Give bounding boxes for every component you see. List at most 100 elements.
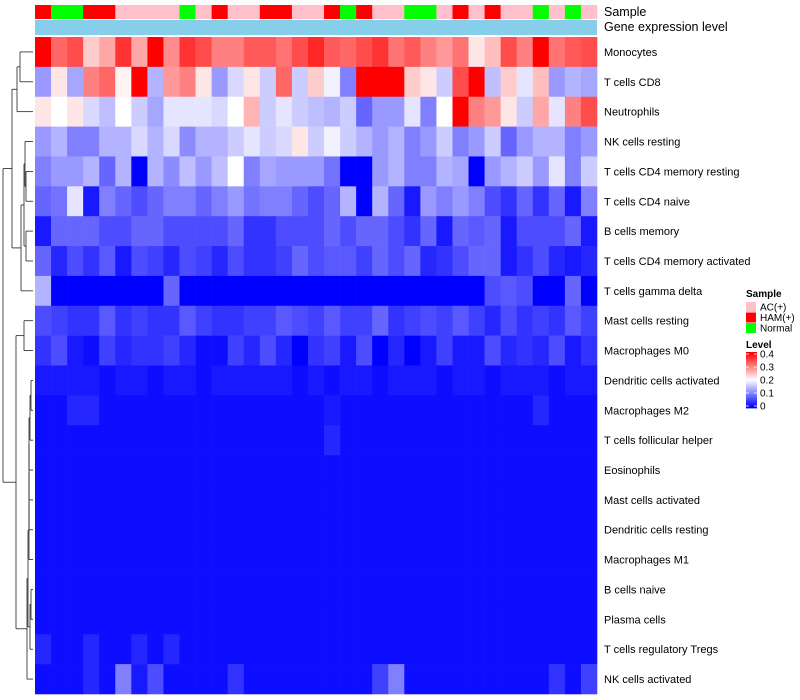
heatmap-cell <box>324 96 341 127</box>
heatmap-cell <box>516 156 534 187</box>
heatmap-cell <box>372 395 389 426</box>
heatmap-cell <box>227 156 245 187</box>
heatmap-cell <box>580 305 598 336</box>
heatmap-cell <box>147 544 164 575</box>
heatmap-cell <box>35 186 52 217</box>
heatmap-cell <box>131 634 148 665</box>
heatmap-cell <box>227 216 245 247</box>
color-legend-step <box>746 401 757 403</box>
heatmap-cell <box>51 335 68 366</box>
heatmap-cell <box>404 156 421 187</box>
heatmap-cell <box>484 544 501 575</box>
heatmap-cell <box>195 216 212 247</box>
heatmap-cell <box>484 514 501 545</box>
heatmap-cell <box>275 455 293 486</box>
heatmap-cell <box>580 275 598 307</box>
heatmap-cell <box>420 305 437 336</box>
heatmap-cell <box>324 365 341 396</box>
heatmap-cell <box>131 425 148 456</box>
heatmap-cell <box>404 305 421 336</box>
heatmap-cell <box>211 126 228 157</box>
heatmap-cell <box>67 96 84 127</box>
heatmap-cell <box>468 335 485 366</box>
heatmap-cell <box>372 425 389 456</box>
heatmap-cell <box>452 365 469 396</box>
heatmap-cell <box>420 455 437 486</box>
heatmap-cell <box>532 305 550 336</box>
heatmap-cell <box>404 514 421 545</box>
heatmap-cell <box>500 305 518 336</box>
heatmap-cell <box>548 604 566 635</box>
heatmap-cell <box>388 634 405 665</box>
heatmap-cell <box>259 425 277 456</box>
sample-legend-label: HAM(+) <box>760 313 795 324</box>
heatmap-cell <box>163 604 180 635</box>
heatmap-cell <box>548 634 566 665</box>
heatmap-cell <box>51 96 68 127</box>
heatmap-cell <box>468 66 485 98</box>
heatmap-cell <box>227 365 245 396</box>
heatmap-cell <box>420 37 437 68</box>
heatmap-cell <box>291 365 309 396</box>
expression-annotation-label: Gene expression level <box>604 20 728 34</box>
heatmap-cell <box>259 484 277 516</box>
heatmap-cell <box>500 246 518 277</box>
heatmap-cell <box>340 634 357 665</box>
heatmap-cell <box>388 484 405 516</box>
heatmap-cell <box>324 455 341 486</box>
heatmap-cell <box>275 664 293 695</box>
heatmap-cell <box>291 425 309 456</box>
heatmap-cell <box>420 126 437 157</box>
heatmap-cell <box>211 156 228 187</box>
heatmap-cell <box>532 246 550 277</box>
heatmap-cell <box>243 544 261 575</box>
heatmap-cell <box>163 37 180 68</box>
color-legend-tick-label: 0 <box>760 402 766 413</box>
heatmap-cell <box>516 574 534 605</box>
heatmap-cell <box>484 634 501 665</box>
color-legend-step <box>746 374 757 377</box>
heatmap-cell <box>291 216 309 247</box>
heatmap-cell <box>211 544 228 575</box>
heatmap-cell <box>484 395 501 426</box>
heatmap-cell <box>372 544 389 575</box>
heatmap-cell <box>388 455 405 486</box>
heatmap-cell <box>388 335 405 366</box>
sample-annotation-cell <box>356 5 373 19</box>
heatmap-cell <box>275 335 293 366</box>
heatmap-cell <box>340 544 357 575</box>
heatmap-cell <box>340 335 357 366</box>
heatmap-cell <box>564 156 582 187</box>
heatmap-cell <box>51 484 68 516</box>
heatmap-cell <box>532 66 550 98</box>
heatmap-cell <box>291 544 309 575</box>
heatmap-cell <box>243 335 261 366</box>
heatmap-cell <box>420 544 437 575</box>
heatmap-cell <box>131 275 148 307</box>
heatmap-cell <box>163 335 180 366</box>
heatmap-cell <box>420 66 437 98</box>
heatmap-cell <box>163 484 180 516</box>
heatmap-cell <box>115 544 132 575</box>
heatmap-cell <box>372 335 389 366</box>
heatmap-cell <box>35 335 52 366</box>
heatmap-cell <box>147 335 164 366</box>
heatmap-cell <box>179 37 196 68</box>
heatmap-cell <box>324 425 341 456</box>
heatmap-cell <box>83 395 100 426</box>
heatmap-cell <box>484 425 501 456</box>
heatmap-cell <box>115 66 132 98</box>
sample-annotation-cell <box>83 5 100 19</box>
heatmap-cell <box>548 96 566 127</box>
heatmap-cell <box>291 186 309 217</box>
heatmap-cell <box>340 574 357 605</box>
heatmap-cell <box>211 216 228 247</box>
heatmap-cell <box>580 544 598 575</box>
heatmap-cell <box>564 484 582 516</box>
heatmap-cell <box>452 664 469 695</box>
heatmap-cell <box>516 305 534 336</box>
sample-annotation-cell <box>388 5 405 19</box>
heatmap-cell <box>179 186 196 217</box>
heatmap-cell <box>51 305 68 336</box>
heatmap-cell <box>532 365 550 396</box>
